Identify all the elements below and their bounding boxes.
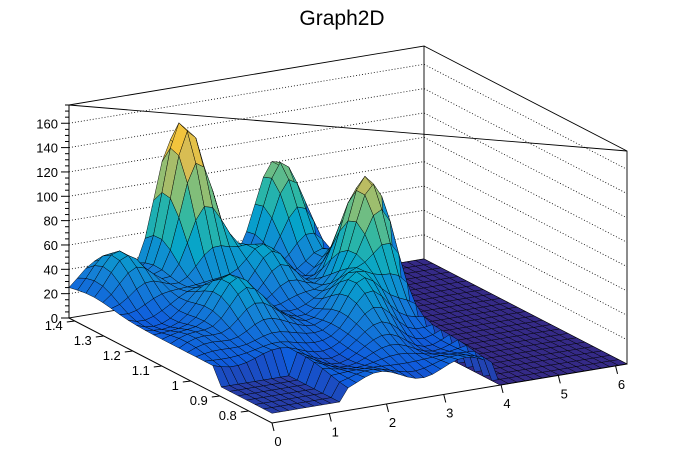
z-gridline (68, 63, 628, 170)
y-tick-label: 0.9 (190, 393, 208, 408)
y-tick (211, 395, 220, 398)
diagonal-line (68, 104, 628, 152)
z-tick-label: 120 (36, 165, 58, 180)
y-tick (240, 410, 249, 413)
y-tick (66, 320, 75, 323)
axis-ticks: 0 20 40 60 80 100 120 140 160 0 1 2 3 4 5 6 0.8 0.9 1 1.1 1.… (36, 104, 625, 449)
y-tick-label: 1.2 (103, 348, 121, 363)
x-tick (557, 375, 561, 384)
z-tick-label: 40 (44, 262, 58, 277)
y-tick-label: 1.1 (132, 363, 150, 378)
y-tick (182, 380, 191, 383)
x-tick (615, 365, 619, 375)
y-tick-label: 0.8 (219, 408, 237, 423)
z-gridline (68, 88, 628, 194)
y-tick (95, 335, 104, 338)
chart-title: Graph2D (299, 7, 384, 30)
x-tick (443, 394, 447, 403)
z-tick-label: 140 (36, 141, 58, 156)
x-tick-label: 2 (389, 415, 396, 430)
x-tick-label: 4 (503, 396, 510, 411)
z-tick-label: 0 (51, 311, 58, 326)
surface-mesh (68, 122, 628, 414)
x-tick-label: 6 (618, 377, 625, 392)
y-tick-label: 1.4 (45, 318, 63, 333)
y-tick-label: 1.3 (74, 333, 92, 348)
x-tick (328, 413, 332, 422)
z-tick-label: 160 (36, 116, 58, 131)
z-tick-label: 20 (44, 287, 58, 302)
y-tick (153, 365, 162, 368)
x-tick-label: 3 (446, 406, 453, 421)
z-gridline (68, 112, 628, 219)
x-tick-label: 5 (561, 386, 568, 401)
y-tick (124, 350, 133, 353)
z-tick-label: 60 (44, 238, 58, 253)
y-tick-label: 1 (172, 378, 179, 393)
x-tick (271, 422, 275, 432)
x-tick-label: 0 (274, 434, 281, 449)
x-tick (500, 384, 504, 394)
z-tick-label: 100 (36, 189, 58, 204)
x-tick-label: 1 (332, 425, 339, 440)
z-tick-label: 80 (44, 214, 58, 229)
x-tick (386, 403, 390, 413)
